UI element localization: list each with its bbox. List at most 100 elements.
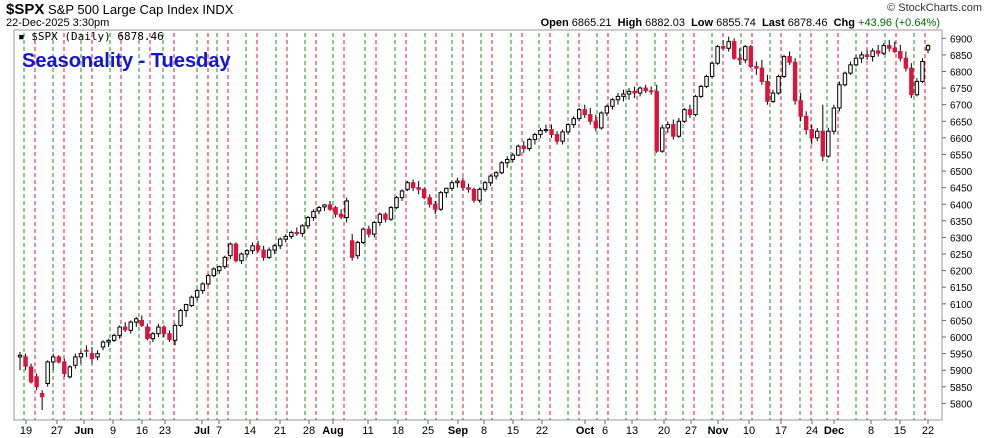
- candle-body: [139, 319, 145, 326]
- y-tick-label: 6050: [950, 316, 973, 327]
- x-tick-label: 28: [303, 425, 315, 437]
- candle-body: [239, 253, 244, 262]
- x-tick-label: 24: [806, 425, 818, 437]
- x-tick-label: 16: [136, 425, 148, 437]
- candle-body: [798, 100, 803, 117]
- candle-body: [532, 134, 538, 141]
- series-legend: ▪ $SPX (Daily) 6878.46: [18, 30, 164, 43]
- candle-body: [881, 45, 886, 54]
- candle-body: [732, 41, 737, 59]
- candle-body: [361, 228, 366, 243]
- candle-body: [549, 129, 554, 136]
- candle-body: [327, 204, 333, 210]
- candle-body: [510, 154, 515, 160]
- candle-body: [920, 61, 925, 82]
- x-tick-label: Aug: [322, 425, 343, 437]
- candle-body: [914, 80, 920, 96]
- candle-body: [477, 188, 482, 201]
- candle-body: [145, 326, 150, 340]
- candle-body: [338, 213, 344, 218]
- candle-body: [887, 45, 892, 49]
- candle-body: [433, 203, 438, 210]
- candle-body: [84, 349, 89, 352]
- candle-body: [222, 256, 228, 268]
- candle-body: [56, 356, 61, 363]
- candle-body: [505, 158, 510, 164]
- candle-body: [410, 182, 416, 189]
- candle-body: [449, 182, 455, 189]
- candle-body: [560, 131, 565, 142]
- candle-body: [349, 240, 355, 258]
- candle-body: [665, 124, 670, 129]
- candle-body: [848, 64, 853, 74]
- candle-body: [864, 54, 870, 58]
- candle-body: [715, 46, 720, 64]
- candle-body: [244, 250, 250, 255]
- y-tick-label: 5950: [950, 350, 973, 361]
- candle-body: [499, 162, 504, 174]
- x-tick-label: Sep: [448, 425, 468, 437]
- x-tick-label: 15: [894, 425, 906, 437]
- candle-body: [189, 296, 194, 306]
- candle-body: [792, 61, 798, 102]
- candle-body: [527, 139, 532, 149]
- x-tick-label: Jun: [74, 425, 94, 437]
- candle-body: [720, 46, 726, 49]
- candle-body: [122, 326, 128, 331]
- y-tick-label: 6350: [950, 217, 973, 228]
- x-tick-label: Jul: [194, 425, 210, 437]
- candle-body: [687, 109, 693, 116]
- candle-body: [23, 356, 28, 367]
- candle-body: [67, 366, 73, 378]
- candle-body: [167, 333, 172, 341]
- candle-body: [111, 334, 117, 341]
- x-tick-label: 17: [775, 425, 787, 437]
- y-tick-label: 6150: [950, 283, 973, 294]
- x-tick-label: 8: [868, 425, 874, 437]
- candle-body: [427, 197, 432, 205]
- candle-body: [599, 112, 604, 129]
- candle-body: [671, 124, 676, 137]
- candle-body: [294, 231, 300, 234]
- candle-body: [355, 241, 360, 257]
- candle-body: [637, 87, 643, 94]
- candle-body: [593, 120, 599, 129]
- open-value: 6865.21: [571, 17, 612, 29]
- candle-body: [654, 90, 659, 152]
- candle-body: [892, 47, 897, 53]
- candle-body: [604, 105, 610, 114]
- candle-body: [183, 303, 189, 311]
- candle-body: [765, 80, 770, 102]
- x-tick-label: 14: [244, 425, 256, 437]
- candle-body: [283, 235, 288, 240]
- candle-body: [172, 324, 178, 341]
- y-tick-label: 6250: [950, 250, 973, 261]
- candle-body: [493, 172, 499, 177]
- candle-body: [217, 266, 222, 272]
- seasonality-annotation: Seasonality - Tuesday: [22, 50, 231, 72]
- y-tick-label: 6300: [950, 233, 973, 244]
- candle-body: [117, 326, 122, 336]
- candle-body: [255, 245, 261, 251]
- x-tick-label: 27: [685, 425, 697, 437]
- y-tick-label: 5800: [950, 399, 973, 410]
- candle-body: [770, 92, 776, 102]
- candle-body: [754, 66, 759, 69]
- candle-body: [394, 197, 399, 209]
- candle-body: [89, 353, 95, 360]
- candle-body: [311, 211, 316, 219]
- candle-body: [466, 187, 471, 190]
- candle-body: [853, 57, 859, 66]
- candle-body: [388, 207, 394, 220]
- plot-frame: [13, 29, 943, 421]
- x-tick-label: 22: [536, 425, 548, 437]
- candle-body: [565, 124, 571, 133]
- candle-body: [39, 392, 45, 398]
- candle-body: [228, 243, 233, 257]
- candle-body: [759, 67, 765, 82]
- candle-body: [648, 90, 654, 93]
- candle-body: [676, 120, 682, 137]
- candle-body: [460, 180, 466, 189]
- candle-body: [62, 361, 67, 375]
- candle-body: [28, 366, 34, 383]
